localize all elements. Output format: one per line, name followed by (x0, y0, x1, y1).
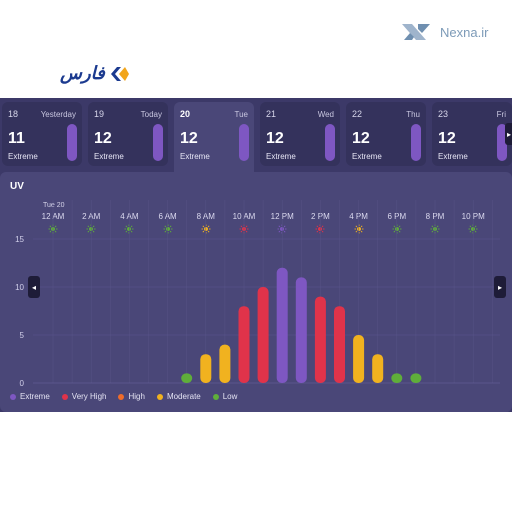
hour-label: 10 PM (461, 212, 485, 221)
chart-prev-button[interactable]: ◂ (28, 276, 40, 298)
chevron-right-icon: ▸ (507, 129, 512, 139)
legend-dot (10, 393, 16, 400)
day-card-23[interactable]: 23 Fri 12 Extreme (432, 102, 512, 166)
day-uv-value: 12 (94, 130, 112, 147)
uv-level-pill (497, 124, 507, 161)
legend-label: Very High (71, 392, 107, 401)
hour-label: 6 AM (158, 212, 177, 221)
legend-item: Low (212, 392, 238, 401)
uv-chart-panel (0, 172, 512, 412)
sun-icon (430, 224, 440, 234)
day-name: Yesterday (40, 110, 76, 119)
day-uv-category: Extreme (352, 152, 382, 161)
day-name: Today (140, 110, 162, 119)
uv-level-pill (153, 124, 163, 161)
hour-label: 4 PM (349, 212, 368, 221)
day-uv-category: Extreme (266, 152, 296, 161)
day-name: Tue (234, 110, 249, 119)
day-uv-value: 12 (438, 130, 456, 147)
legend-label: Low (222, 392, 238, 401)
legend-label: Moderate (166, 392, 201, 401)
day-name: Fri (496, 110, 506, 119)
brand-text: فارس (60, 63, 105, 84)
legend-label: High (128, 392, 145, 401)
day-number: 21 (266, 109, 277, 119)
day-uv-category: Extreme (438, 152, 468, 161)
day-uv-value: 12 (180, 130, 198, 147)
chevron-right-icon: ▸ (497, 282, 502, 292)
day-number: 22 (352, 109, 363, 119)
legend-label: Extreme (20, 392, 50, 401)
day-name: Thu (406, 110, 420, 119)
day-uv-category: Extreme (8, 152, 38, 161)
hour-label: 10 AM (232, 212, 256, 221)
legend-item: Moderate (156, 392, 201, 401)
day-card-20[interactable]: 20 Tue 12 Extreme (174, 102, 254, 176)
chart-next-button[interactable]: ▸ (494, 276, 506, 298)
hour-label: 12 AM (41, 212, 65, 221)
day-number: 23 (438, 109, 449, 119)
sun-icon (86, 224, 96, 234)
day-uv-category: Extreme (94, 152, 124, 161)
watermark-text: Nexna.ir (440, 24, 489, 40)
uv-level-pill (67, 124, 77, 161)
hour-label: 12 PM (270, 212, 294, 221)
day-uv-value: 12 (352, 130, 370, 147)
day-number: 19 (94, 109, 105, 119)
sun-icon (392, 224, 402, 234)
nexna-logo-icon (402, 24, 430, 40)
legend-dot (212, 393, 219, 400)
day-uv-category: Extreme (180, 152, 210, 161)
fars-logo-icon (110, 66, 129, 81)
brand-logo: فارس (60, 63, 131, 84)
sun-icon (315, 224, 325, 234)
day-name: Wed (317, 110, 334, 119)
legend-item: High (118, 392, 145, 401)
legend-item: Very High (61, 392, 107, 401)
day-card-21[interactable]: 21 Wed 12 Extreme (260, 102, 340, 166)
hour-label: 4 AM (120, 212, 139, 221)
sun-icon (468, 224, 478, 234)
hour-label: 8 AM (196, 212, 215, 221)
legend-item: Extreme (10, 392, 50, 401)
sun-icon (48, 224, 58, 234)
sun-icon (354, 224, 364, 234)
day-number: 18 (8, 109, 19, 119)
hour-label: 6 PM (387, 212, 407, 221)
day-uv-value: 12 (266, 130, 284, 147)
hour-label: 8 PM (425, 212, 445, 221)
uv-level-pill (411, 124, 421, 161)
sun-icon (124, 224, 134, 234)
chart-legend: Extreme Very High High Moderate Low (10, 392, 237, 401)
legend-dot (156, 393, 163, 400)
day-number: 20 (180, 109, 191, 119)
chevron-left-icon: ◂ (31, 282, 36, 292)
chart-day-label: Tue 20 (43, 202, 65, 209)
uv-level-pill (325, 124, 335, 161)
watermark: Nexna.ir (400, 20, 488, 44)
day-uv-value: 11 (8, 130, 25, 147)
uv-level-pill (239, 124, 249, 161)
legend-dot (118, 393, 125, 400)
day-card-19[interactable]: 19 Today 12 Extreme (88, 102, 168, 166)
hour-label: 2 AM (82, 212, 101, 221)
next-days-button[interactable]: ▸ (505, 123, 512, 145)
hour-label: 2 PM (311, 212, 330, 221)
day-card-22[interactable]: 22 Thu 12 Extreme (346, 102, 426, 166)
sun-icon (277, 224, 287, 234)
sun-icon (239, 224, 249, 234)
day-card-18[interactable]: 18 Yesterday 11 Extreme (2, 102, 82, 166)
sun-icon (163, 224, 173, 234)
sun-icon (201, 224, 211, 234)
legend-dot (61, 393, 68, 400)
chart-title: UV (10, 181, 24, 192)
